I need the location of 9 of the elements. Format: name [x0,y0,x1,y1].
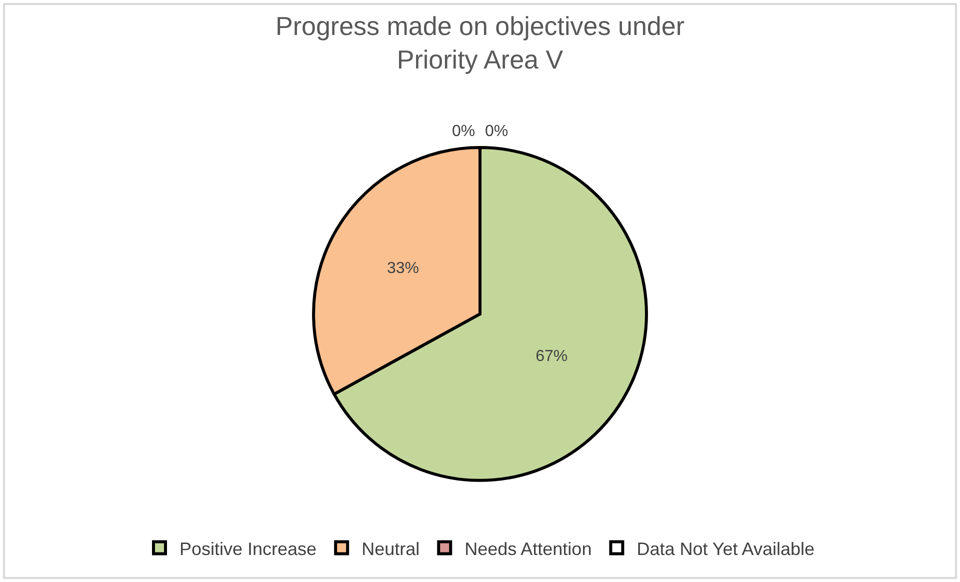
legend-label: Neutral [362,538,420,559]
legend-label: Positive Increase [180,538,317,559]
chart-title: Progress made on objectives under Priority Area V [275,10,685,75]
data-label: 33% [386,260,420,277]
legend-label: Data Not Yet Available [636,538,815,559]
text: 0% [452,123,476,140]
legend-label: Needs Attention [464,538,592,559]
data-label: 67% [536,348,568,365]
text: 0% [485,123,508,140]
